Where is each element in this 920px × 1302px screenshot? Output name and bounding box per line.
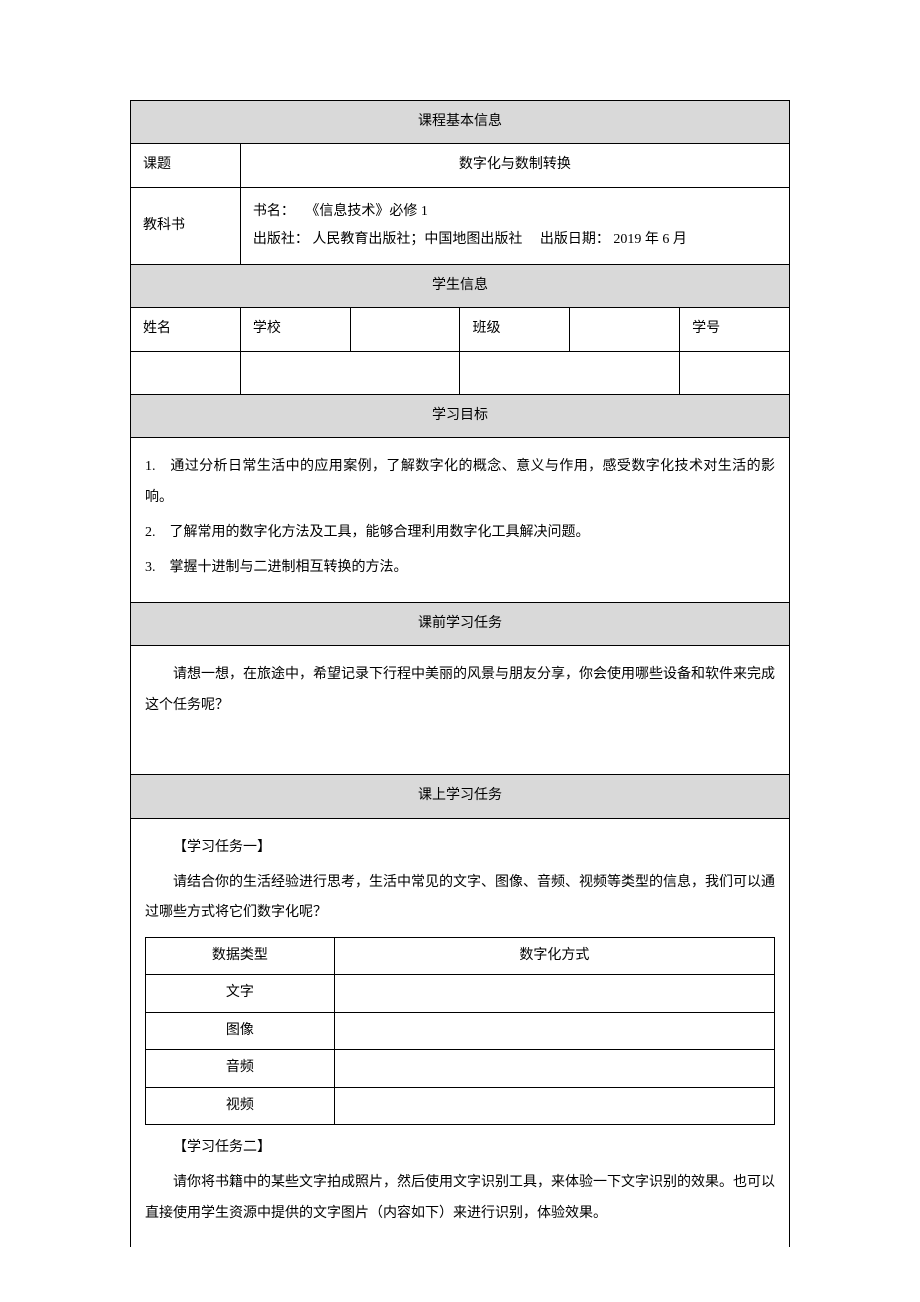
type-image: 图像 xyxy=(146,1012,335,1049)
book-name: 《信息技术》必修 1 xyxy=(305,204,428,219)
textbook-row: 教科书 书名： 《信息技术》必修 1 出版社： 人民教育出版社；中国地图出版社 … xyxy=(131,187,790,264)
pre-task-text: 请想一想，在旅途中，希望记录下行程中美丽的风景与朋友分享，你会使用哪些设备和软件… xyxy=(145,660,775,722)
pre-task-header: 课前学习任务 xyxy=(131,602,790,645)
class-value[interactable] xyxy=(460,351,680,394)
pre-task-row: 请想一想，在旅途中，希望记录下行程中美丽的风景与朋友分享，你会使用哪些设备和软件… xyxy=(131,645,790,774)
method-image[interactable] xyxy=(334,1012,774,1049)
digitize-method-header: 数字化方式 xyxy=(334,938,774,975)
type-text: 文字 xyxy=(146,975,335,1012)
document-page: 课程基本信息 课题 数字化与数制转换 教科书 书名： 《信息技术》必修 1 出版… xyxy=(130,100,790,1247)
publisher-label: 出版社： xyxy=(253,232,309,247)
id-label: 学号 xyxy=(680,308,790,351)
main-table: 课程基本信息 课题 数字化与数制转换 教科书 书名： 《信息技术》必修 1 出版… xyxy=(130,100,790,1247)
school-value[interactable] xyxy=(240,351,460,394)
task2-desc: 请你将书籍中的某些文字拍成照片，然后使用文字识别工具，来体验一下文字识别的效果。… xyxy=(145,1168,775,1230)
row-text: 文字 xyxy=(146,975,775,1012)
in-class-header: 课上学习任务 xyxy=(131,775,790,818)
textbook-value-cell: 书名： 《信息技术》必修 1 出版社： 人民教育出版社；中国地图出版社 出版日期… xyxy=(240,187,789,264)
class-label: 班级 xyxy=(460,308,570,351)
school-blank[interactable] xyxy=(350,308,460,351)
book-name-label: 书名： xyxy=(253,204,295,219)
task1-title: 【学习任务一】 xyxy=(145,833,775,864)
pub-date: 2019 年 6 月 xyxy=(613,232,687,247)
method-audio[interactable] xyxy=(334,1050,774,1087)
student-info-header-row: 学生信息 xyxy=(131,264,790,307)
type-video: 视频 xyxy=(146,1087,335,1124)
objective-3: 3. 掌握十进制与二进制相互转换的方法。 xyxy=(145,553,775,584)
data-type-header: 数据类型 xyxy=(146,938,335,975)
type-audio: 音频 xyxy=(146,1050,335,1087)
in-class-cell: 【学习任务一】 请结合你的生活经验进行思考，生活中常见的文字、图像、音频、视频等… xyxy=(131,818,790,1247)
textbook-label: 教科书 xyxy=(131,187,241,264)
task2-title: 【学习任务二】 xyxy=(145,1133,775,1164)
name-label: 姓名 xyxy=(131,308,241,351)
method-video[interactable] xyxy=(334,1087,774,1124)
basic-info-header-row: 课程基本信息 xyxy=(131,101,790,144)
topic-row: 课题 数字化与数制转换 xyxy=(131,144,790,187)
pre-task-cell: 请想一想，在旅途中，希望记录下行程中美丽的风景与朋友分享，你会使用哪些设备和软件… xyxy=(131,645,790,774)
topic-value: 数字化与数制转换 xyxy=(240,144,789,187)
objective-2: 2. 了解常用的数字化方法及工具，能够合理利用数字化工具解决问题。 xyxy=(145,518,775,549)
in-class-header-row: 课上学习任务 xyxy=(131,775,790,818)
row-audio: 音频 xyxy=(146,1050,775,1087)
class-blank[interactable] xyxy=(570,308,680,351)
sub-header-row: 数据类型 数字化方式 xyxy=(146,938,775,975)
pub-date-label: 出版日期： xyxy=(540,232,610,247)
student-labels-row: 姓名 学校 班级 学号 xyxy=(131,308,790,351)
objectives-header: 学习目标 xyxy=(131,394,790,437)
row-video: 视频 xyxy=(146,1087,775,1124)
student-info-header: 学生信息 xyxy=(131,264,790,307)
objectives-header-row: 学习目标 xyxy=(131,394,790,437)
name-value[interactable] xyxy=(131,351,241,394)
id-value[interactable] xyxy=(680,351,790,394)
objectives-cell: 1. 通过分析日常生活中的应用案例，了解数字化的概念、意义与作用，感受数字化技术… xyxy=(131,438,790,602)
method-text[interactable] xyxy=(334,975,774,1012)
task1-desc: 请结合你的生活经验进行思考，生活中常见的文字、图像、音频、视频等类型的信息，我们… xyxy=(145,868,775,930)
school-label: 学校 xyxy=(240,308,350,351)
objective-1: 1. 通过分析日常生活中的应用案例，了解数字化的概念、意义与作用，感受数字化技术… xyxy=(145,452,775,514)
topic-label: 课题 xyxy=(131,144,241,187)
pre-task-header-row: 课前学习任务 xyxy=(131,602,790,645)
basic-info-header: 课程基本信息 xyxy=(131,101,790,144)
data-type-table: 数据类型 数字化方式 文字 图像 音频 xyxy=(145,937,775,1125)
student-values-row xyxy=(131,351,790,394)
objectives-row: 1. 通过分析日常生活中的应用案例，了解数字化的概念、意义与作用，感受数字化技术… xyxy=(131,438,790,602)
publisher: 人民教育出版社；中国地图出版社 xyxy=(312,232,522,247)
row-image: 图像 xyxy=(146,1012,775,1049)
in-class-row: 【学习任务一】 请结合你的生活经验进行思考，生活中常见的文字、图像、音频、视频等… xyxy=(131,818,790,1247)
